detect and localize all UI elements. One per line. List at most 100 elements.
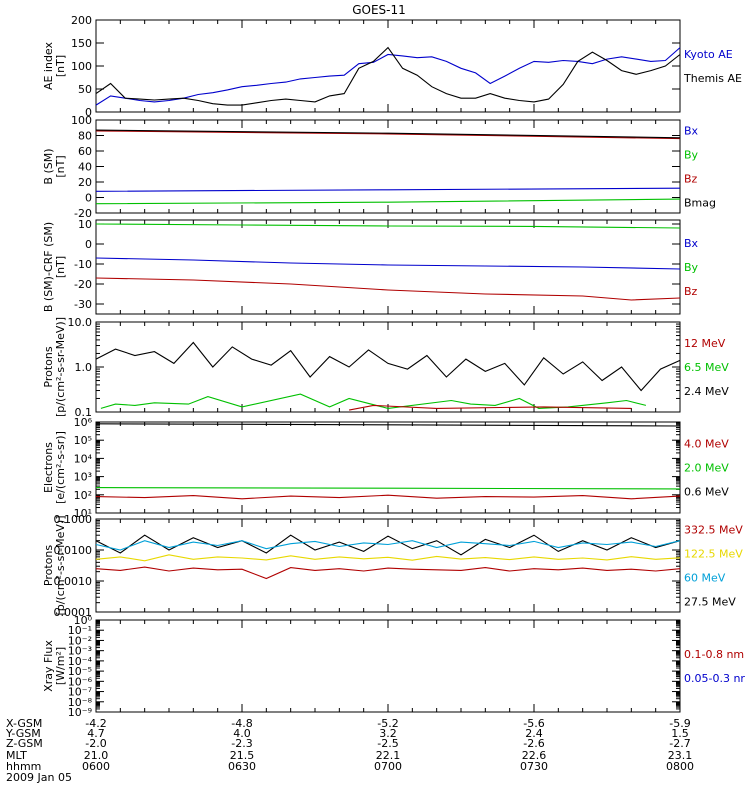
panel-1: -20 0 20 40 60 80 100 B (SM) [nT] Bx By Bz Bmag	[42, 114, 716, 220]
y-tick-label: 0.1	[75, 406, 93, 419]
x-tick-label: -2.0	[85, 737, 106, 750]
legend-entry: Bz	[684, 285, 698, 298]
y-tick-label: 10³	[74, 471, 92, 484]
series-line	[348, 404, 632, 411]
series-line	[95, 46, 681, 106]
y-axis-label: [W/m²]	[54, 647, 67, 685]
x-tick-label: -4.2	[85, 717, 106, 730]
series-line	[95, 494, 681, 500]
series-line	[95, 341, 681, 392]
x-tick-label: 22.6	[522, 749, 547, 762]
y-tick-label: 10⁻⁵	[68, 665, 92, 678]
y-axis-label: [nT]	[54, 256, 67, 278]
y-tick-label: 20	[78, 176, 92, 189]
legend-entry: 122.5 MeV	[684, 548, 743, 561]
panel-5: 0.0001 0.0010 0.0100 0.1000 Protons [p/(cm²-s…	[42, 513, 743, 619]
x-row-label: Y-GSM	[5, 727, 41, 740]
series-line	[95, 534, 681, 556]
legend-entry: Bz	[684, 173, 698, 186]
x-tick-label: 4.0	[233, 727, 251, 740]
y-tick-label: 10⁻⁶	[68, 675, 93, 688]
y-tick-label: 1.0	[75, 361, 93, 374]
y-axis-label: Xray Flux	[42, 640, 55, 692]
x-tick-label: 3.2	[379, 727, 397, 740]
y-tick-label: 0	[85, 238, 92, 251]
x-row-label: MLT	[6, 749, 27, 762]
y-tick-label: 80	[78, 130, 92, 143]
y-tick-label: 10⁻²	[68, 634, 92, 647]
series-line	[95, 277, 681, 301]
y-tick-label: 50	[78, 83, 92, 96]
legend-entry: Kyoto AE	[684, 48, 733, 61]
x-tick-label: -2.5	[377, 737, 398, 750]
y-tick-label: 10⁻⁴	[68, 655, 93, 668]
y-tick-label: 60	[78, 145, 92, 158]
y-axis-label: [nT]	[54, 55, 67, 77]
x-tick-label: 21.5	[230, 749, 255, 762]
y-axis-label: Protons	[42, 346, 55, 387]
x-row-label: X-GSM	[6, 717, 42, 730]
x-tick-label: -5.9	[669, 717, 690, 730]
y-tick-label: 0.0001	[54, 606, 93, 619]
x-tick-label: -2.7	[669, 737, 690, 750]
x-tick-label: 23.1	[668, 749, 693, 762]
panel-frame	[95, 518, 681, 613]
legend-entry: 0.1-0.8 nm	[684, 648, 744, 661]
legend-entry: 0.05-0.3 nr	[684, 672, 745, 685]
x-tick-label: -4.8	[231, 717, 252, 730]
y-tick-label: 10¹	[74, 507, 92, 520]
figure-title: GOES-11	[352, 3, 406, 17]
y-tick-label: 10	[78, 218, 92, 231]
y-tick-label: 10⁻⁹	[68, 706, 92, 719]
legend-entry: 4.0 MeV	[684, 438, 729, 451]
panel-0: 0 50 100 150 200 AE index [nT] Kyoto AE Themis A…	[42, 14, 742, 119]
x-tick-label: 0700	[374, 760, 402, 773]
legend-entry: Bx	[684, 237, 699, 250]
y-tick-label: 0	[85, 192, 92, 205]
x-row-label: 2009 Jan 05	[6, 771, 72, 784]
y-axis-label: [nT]	[54, 155, 67, 177]
legend-entry: Themis AE	[683, 72, 742, 85]
series-line	[95, 130, 681, 140]
x-tick-label: -5.6	[523, 717, 544, 730]
series-line	[95, 566, 681, 580]
y-tick-label: 10.0	[68, 316, 93, 329]
y-tick-label: 200	[71, 14, 92, 27]
panel-frame	[95, 321, 681, 413]
x-row-label: hhmm	[6, 760, 41, 773]
series-line	[95, 554, 681, 562]
legend-entry: 6.5 MeV	[684, 361, 729, 374]
y-tick-label: 40	[78, 161, 92, 174]
series-line	[95, 540, 681, 551]
y-tick-label: 10⁰	[74, 614, 93, 627]
series-line	[100, 393, 647, 409]
x-tick-label: 0600	[82, 760, 110, 773]
y-axis-label: [e/(cm²-s-sr)]	[54, 431, 67, 504]
series-line	[95, 187, 681, 192]
y-tick-label: 0	[85, 106, 92, 119]
x-tick-label: -2.3	[231, 737, 252, 750]
series-line	[95, 129, 681, 139]
panel-3: 0.1 1.0 10.0 Protons [p/(cm²-s-sr-MeV)] 12 Me…	[42, 316, 729, 419]
y-tick-label: 10²	[74, 489, 92, 502]
y-tick-label: 100	[71, 60, 92, 73]
x-tick-label: 21.0	[84, 749, 109, 762]
series-line	[95, 47, 681, 106]
y-tick-label: 10⁻⁷	[68, 686, 92, 699]
y-tick-label: 0.0100	[54, 544, 93, 557]
legend-entry: By	[684, 149, 699, 162]
y-tick-label: 0.1000	[54, 513, 93, 526]
x-tick-label: 1.5	[671, 727, 689, 740]
y-tick-label: -10	[74, 258, 92, 271]
legend-entry: 332.5 MeV	[684, 524, 743, 537]
x-tick-label: 0630	[228, 760, 256, 773]
panel-4: 10¹ 10² 10³ 10⁴ 10⁵ 10⁶ Electrons [e/(cm²-s-sr)…	[42, 416, 729, 520]
legend-entry: 60 MeV	[684, 572, 726, 585]
y-tick-label: 10⁻¹	[68, 624, 92, 637]
y-tick-label: 10⁶	[74, 416, 93, 429]
legend-entry: 2.4 MeV	[684, 385, 729, 398]
y-tick-label: 10⁵	[74, 434, 92, 447]
